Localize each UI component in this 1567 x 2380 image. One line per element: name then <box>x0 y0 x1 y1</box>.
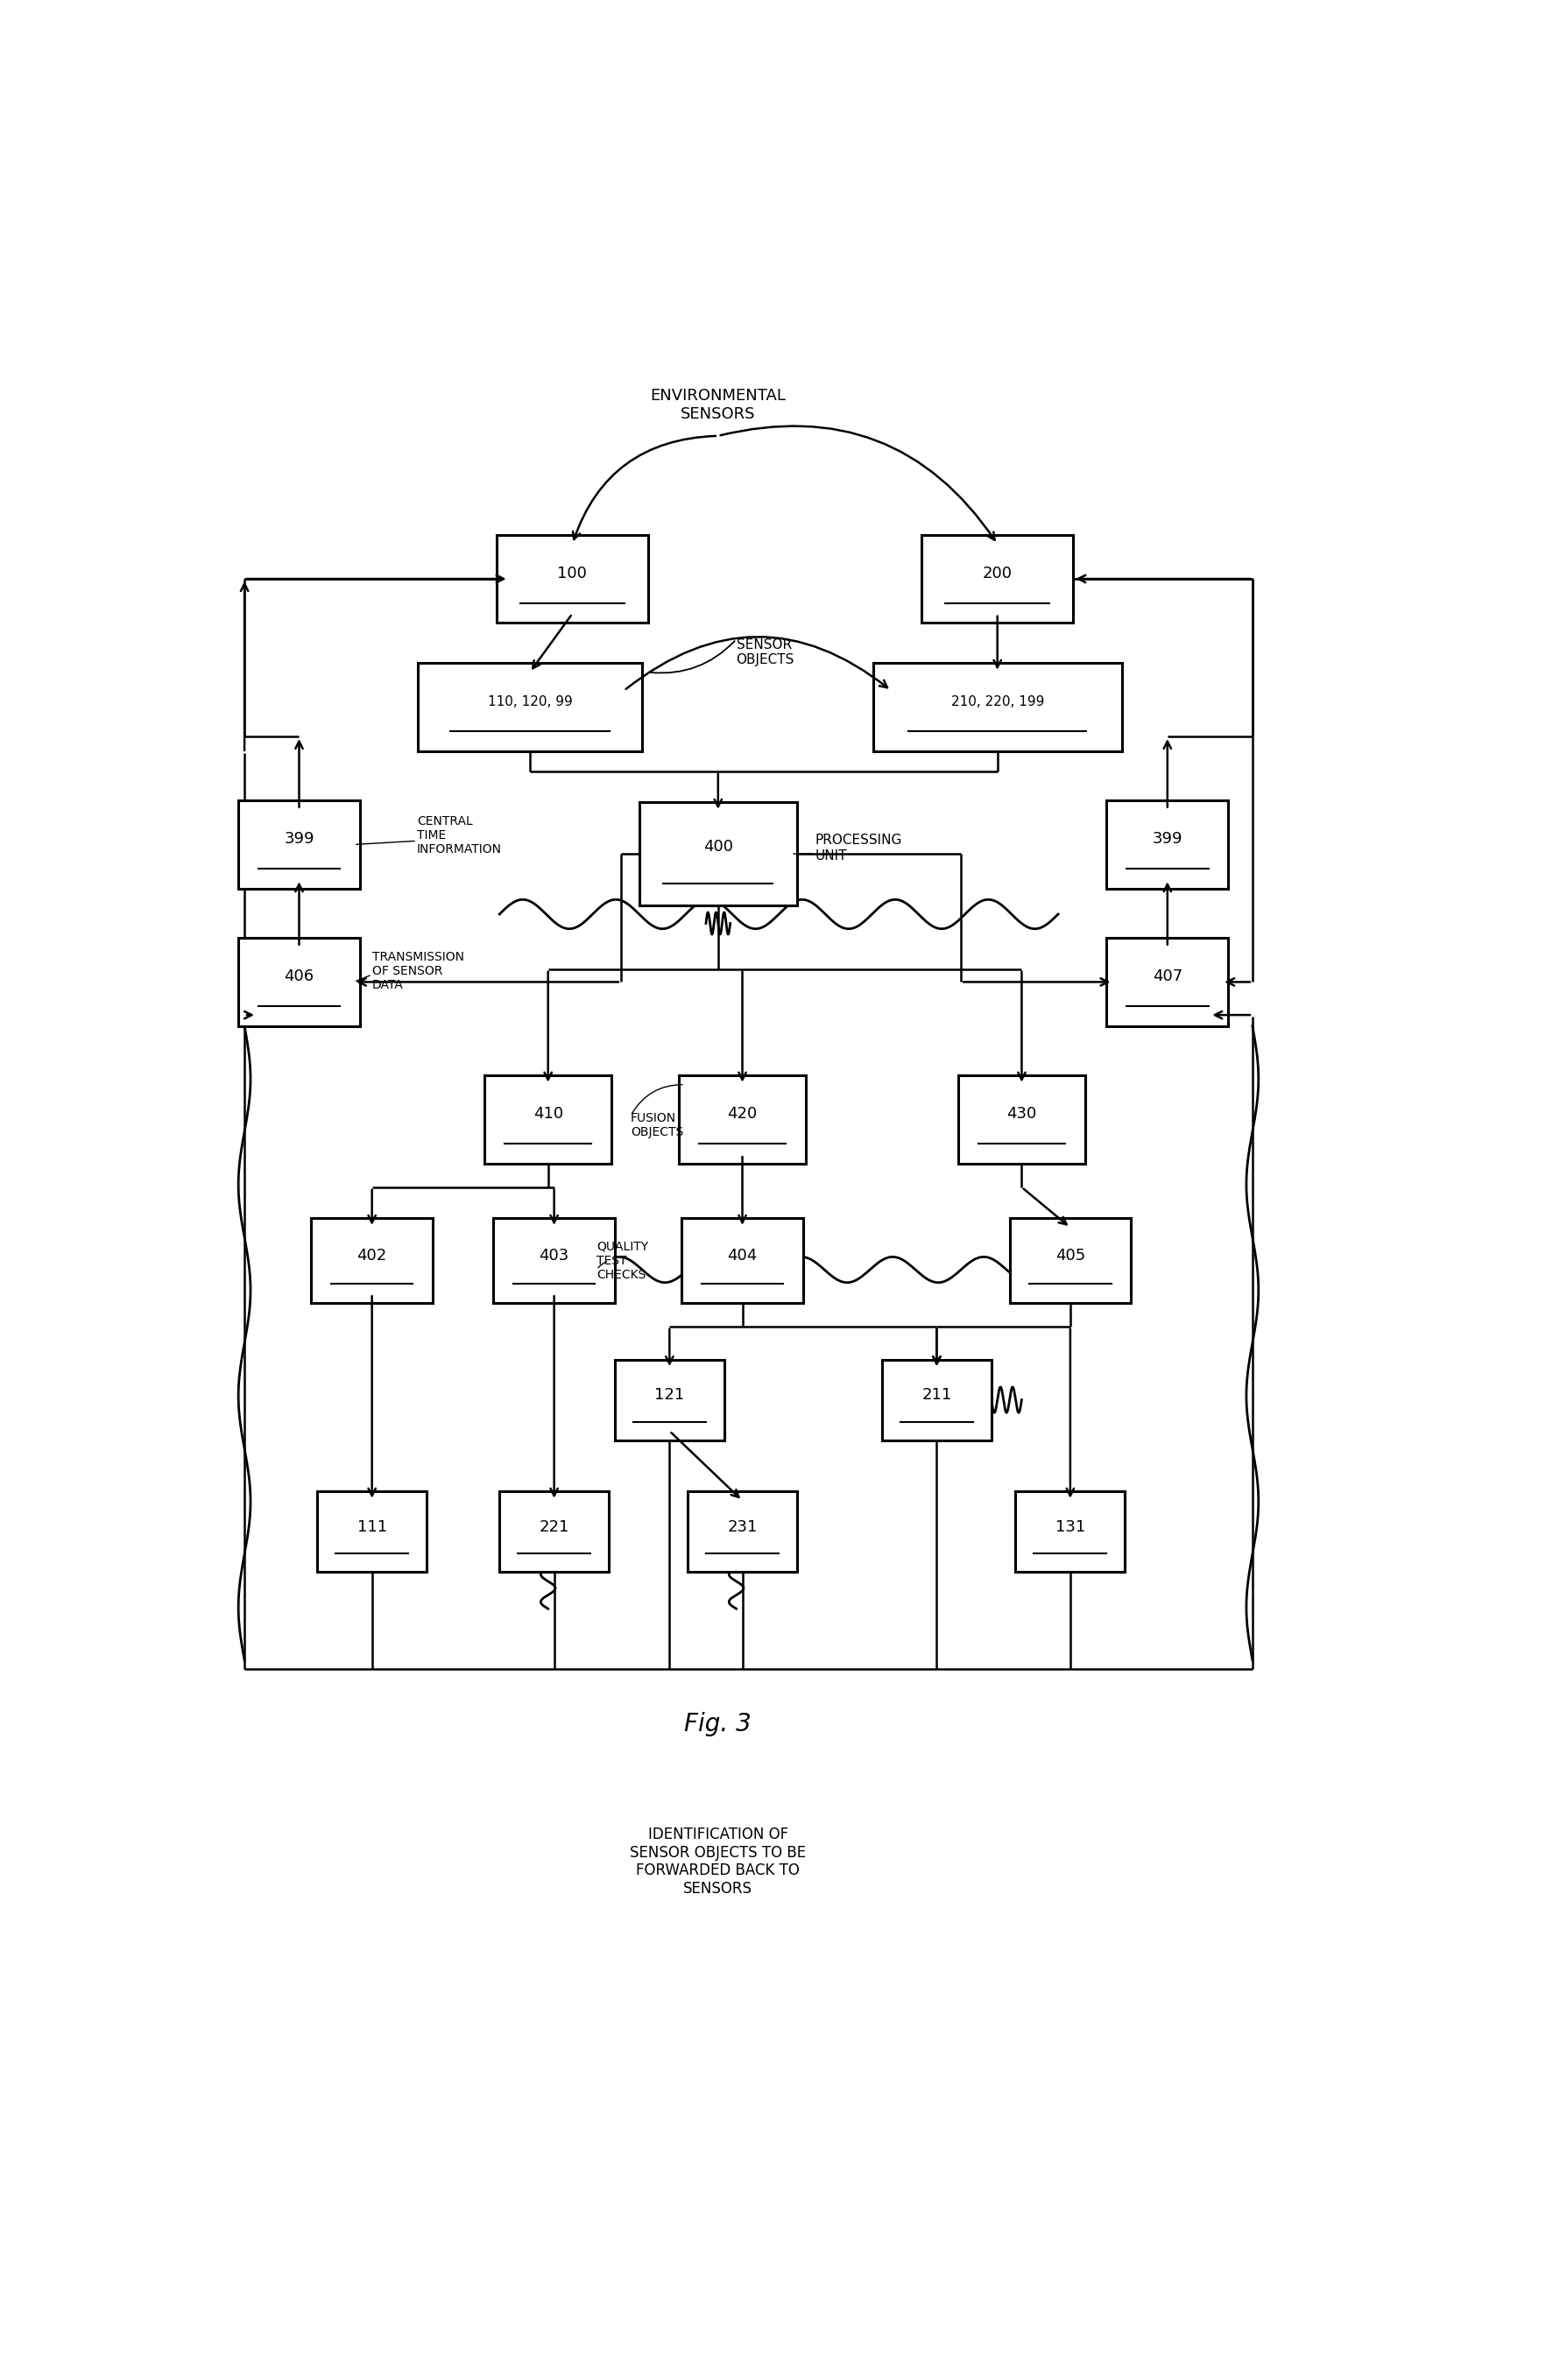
FancyBboxPatch shape <box>921 536 1073 624</box>
FancyBboxPatch shape <box>484 1076 611 1164</box>
Text: 410: 410 <box>533 1107 563 1121</box>
FancyBboxPatch shape <box>1106 800 1229 888</box>
FancyBboxPatch shape <box>317 1492 426 1573</box>
Text: ENVIRONMENTAL
SENSORS: ENVIRONMENTAL SENSORS <box>650 388 787 421</box>
FancyBboxPatch shape <box>682 1219 804 1302</box>
Text: FUSION
OBJECTS: FUSION OBJECTS <box>630 1111 683 1138</box>
Text: SENSOR
OBJECTS: SENSOR OBJECTS <box>736 638 794 666</box>
Text: Fig. 3: Fig. 3 <box>685 1711 752 1737</box>
FancyBboxPatch shape <box>957 1076 1086 1164</box>
Text: 402: 402 <box>357 1247 387 1264</box>
FancyBboxPatch shape <box>1009 1219 1131 1302</box>
Text: 200: 200 <box>983 566 1012 581</box>
Text: 406: 406 <box>284 969 313 985</box>
FancyBboxPatch shape <box>500 1492 608 1573</box>
FancyBboxPatch shape <box>639 802 798 904</box>
FancyBboxPatch shape <box>238 800 360 888</box>
Text: 399: 399 <box>284 831 315 847</box>
FancyBboxPatch shape <box>873 664 1122 752</box>
FancyBboxPatch shape <box>494 1219 614 1302</box>
FancyBboxPatch shape <box>882 1359 992 1440</box>
Text: 400: 400 <box>704 840 733 854</box>
Text: 405: 405 <box>1055 1247 1086 1264</box>
FancyBboxPatch shape <box>312 1219 432 1302</box>
Text: 399: 399 <box>1152 831 1183 847</box>
Text: TRANSMISSION
OF SENSOR
DATA: TRANSMISSION OF SENSOR DATA <box>371 950 464 992</box>
Text: 100: 100 <box>558 566 588 581</box>
FancyBboxPatch shape <box>417 664 642 752</box>
Text: CENTRAL
TIME
INFORMATION: CENTRAL TIME INFORMATION <box>417 814 501 857</box>
Text: 221: 221 <box>539 1518 569 1535</box>
FancyBboxPatch shape <box>679 1076 805 1164</box>
FancyBboxPatch shape <box>238 938 360 1026</box>
Text: 231: 231 <box>727 1518 757 1535</box>
Text: 430: 430 <box>1006 1107 1037 1121</box>
Text: PROCESSING
UNIT: PROCESSING UNIT <box>815 833 903 862</box>
Text: QUALITY
TEST
CHECKS: QUALITY TEST CHECKS <box>597 1240 649 1280</box>
Text: 420: 420 <box>727 1107 757 1121</box>
Text: 404: 404 <box>727 1247 757 1264</box>
FancyBboxPatch shape <box>497 536 649 624</box>
Text: 121: 121 <box>655 1388 685 1402</box>
Text: 407: 407 <box>1152 969 1183 985</box>
Text: 210, 220, 199: 210, 220, 199 <box>951 695 1044 709</box>
FancyBboxPatch shape <box>614 1359 724 1440</box>
Text: 403: 403 <box>539 1247 569 1264</box>
Text: 111: 111 <box>357 1518 387 1535</box>
FancyBboxPatch shape <box>688 1492 798 1573</box>
Text: IDENTIFICATION OF
SENSOR OBJECTS TO BE
FORWARDED BACK TO
SENSORS: IDENTIFICATION OF SENSOR OBJECTS TO BE F… <box>630 1825 805 1897</box>
Text: 211: 211 <box>921 1388 951 1402</box>
FancyBboxPatch shape <box>1106 938 1229 1026</box>
Text: 110, 120, 99: 110, 120, 99 <box>487 695 572 709</box>
FancyBboxPatch shape <box>1015 1492 1125 1573</box>
Text: 131: 131 <box>1055 1518 1086 1535</box>
